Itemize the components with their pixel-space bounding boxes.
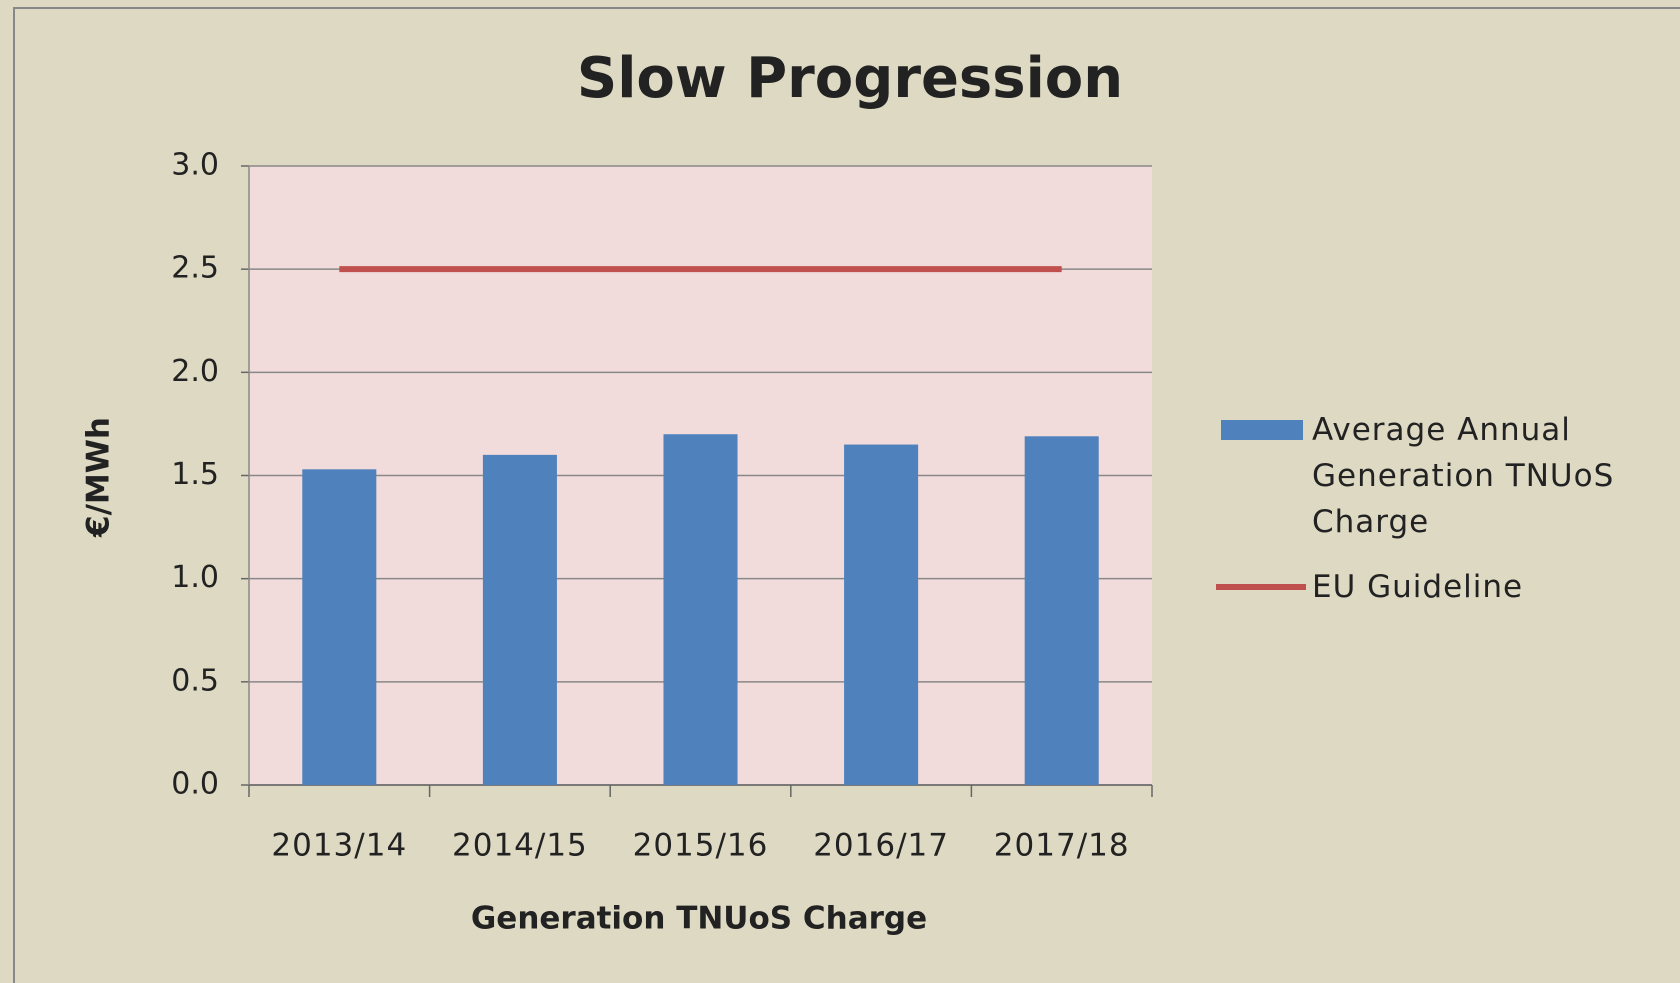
chart-title: Slow Progression bbox=[577, 46, 1123, 111]
bar bbox=[663, 434, 738, 785]
y-axis-label: €/MWh bbox=[81, 417, 117, 538]
bar bbox=[302, 469, 377, 785]
y-tick-label: 3.0 bbox=[171, 148, 219, 183]
y-tick-label: 0.5 bbox=[171, 663, 219, 698]
y-tick-label: 1.5 bbox=[171, 457, 219, 492]
y-tick-label: 0.0 bbox=[171, 767, 219, 802]
x-tick-label: 2015/16 bbox=[633, 828, 769, 864]
x-axis-label: Generation TNUoS Charge bbox=[471, 901, 927, 937]
bar bbox=[482, 454, 557, 785]
bar bbox=[844, 444, 919, 785]
y-tick-label: 2.0 bbox=[171, 354, 219, 389]
bar bbox=[1024, 436, 1099, 785]
y-tick-label: 2.5 bbox=[171, 251, 219, 286]
x-tick-label: 2017/18 bbox=[994, 828, 1130, 864]
x-tick-label: 2016/17 bbox=[813, 828, 949, 864]
legend-swatch bbox=[1221, 420, 1303, 440]
x-tick-label: 2013/14 bbox=[271, 828, 407, 864]
legend-label: EU Guideline bbox=[1312, 569, 1524, 605]
x-tick-label: 2014/15 bbox=[452, 828, 588, 864]
legend-label: Average Annual Generation TNUoS Charge bbox=[1312, 412, 1615, 540]
y-tick-label: 1.0 bbox=[171, 560, 219, 595]
